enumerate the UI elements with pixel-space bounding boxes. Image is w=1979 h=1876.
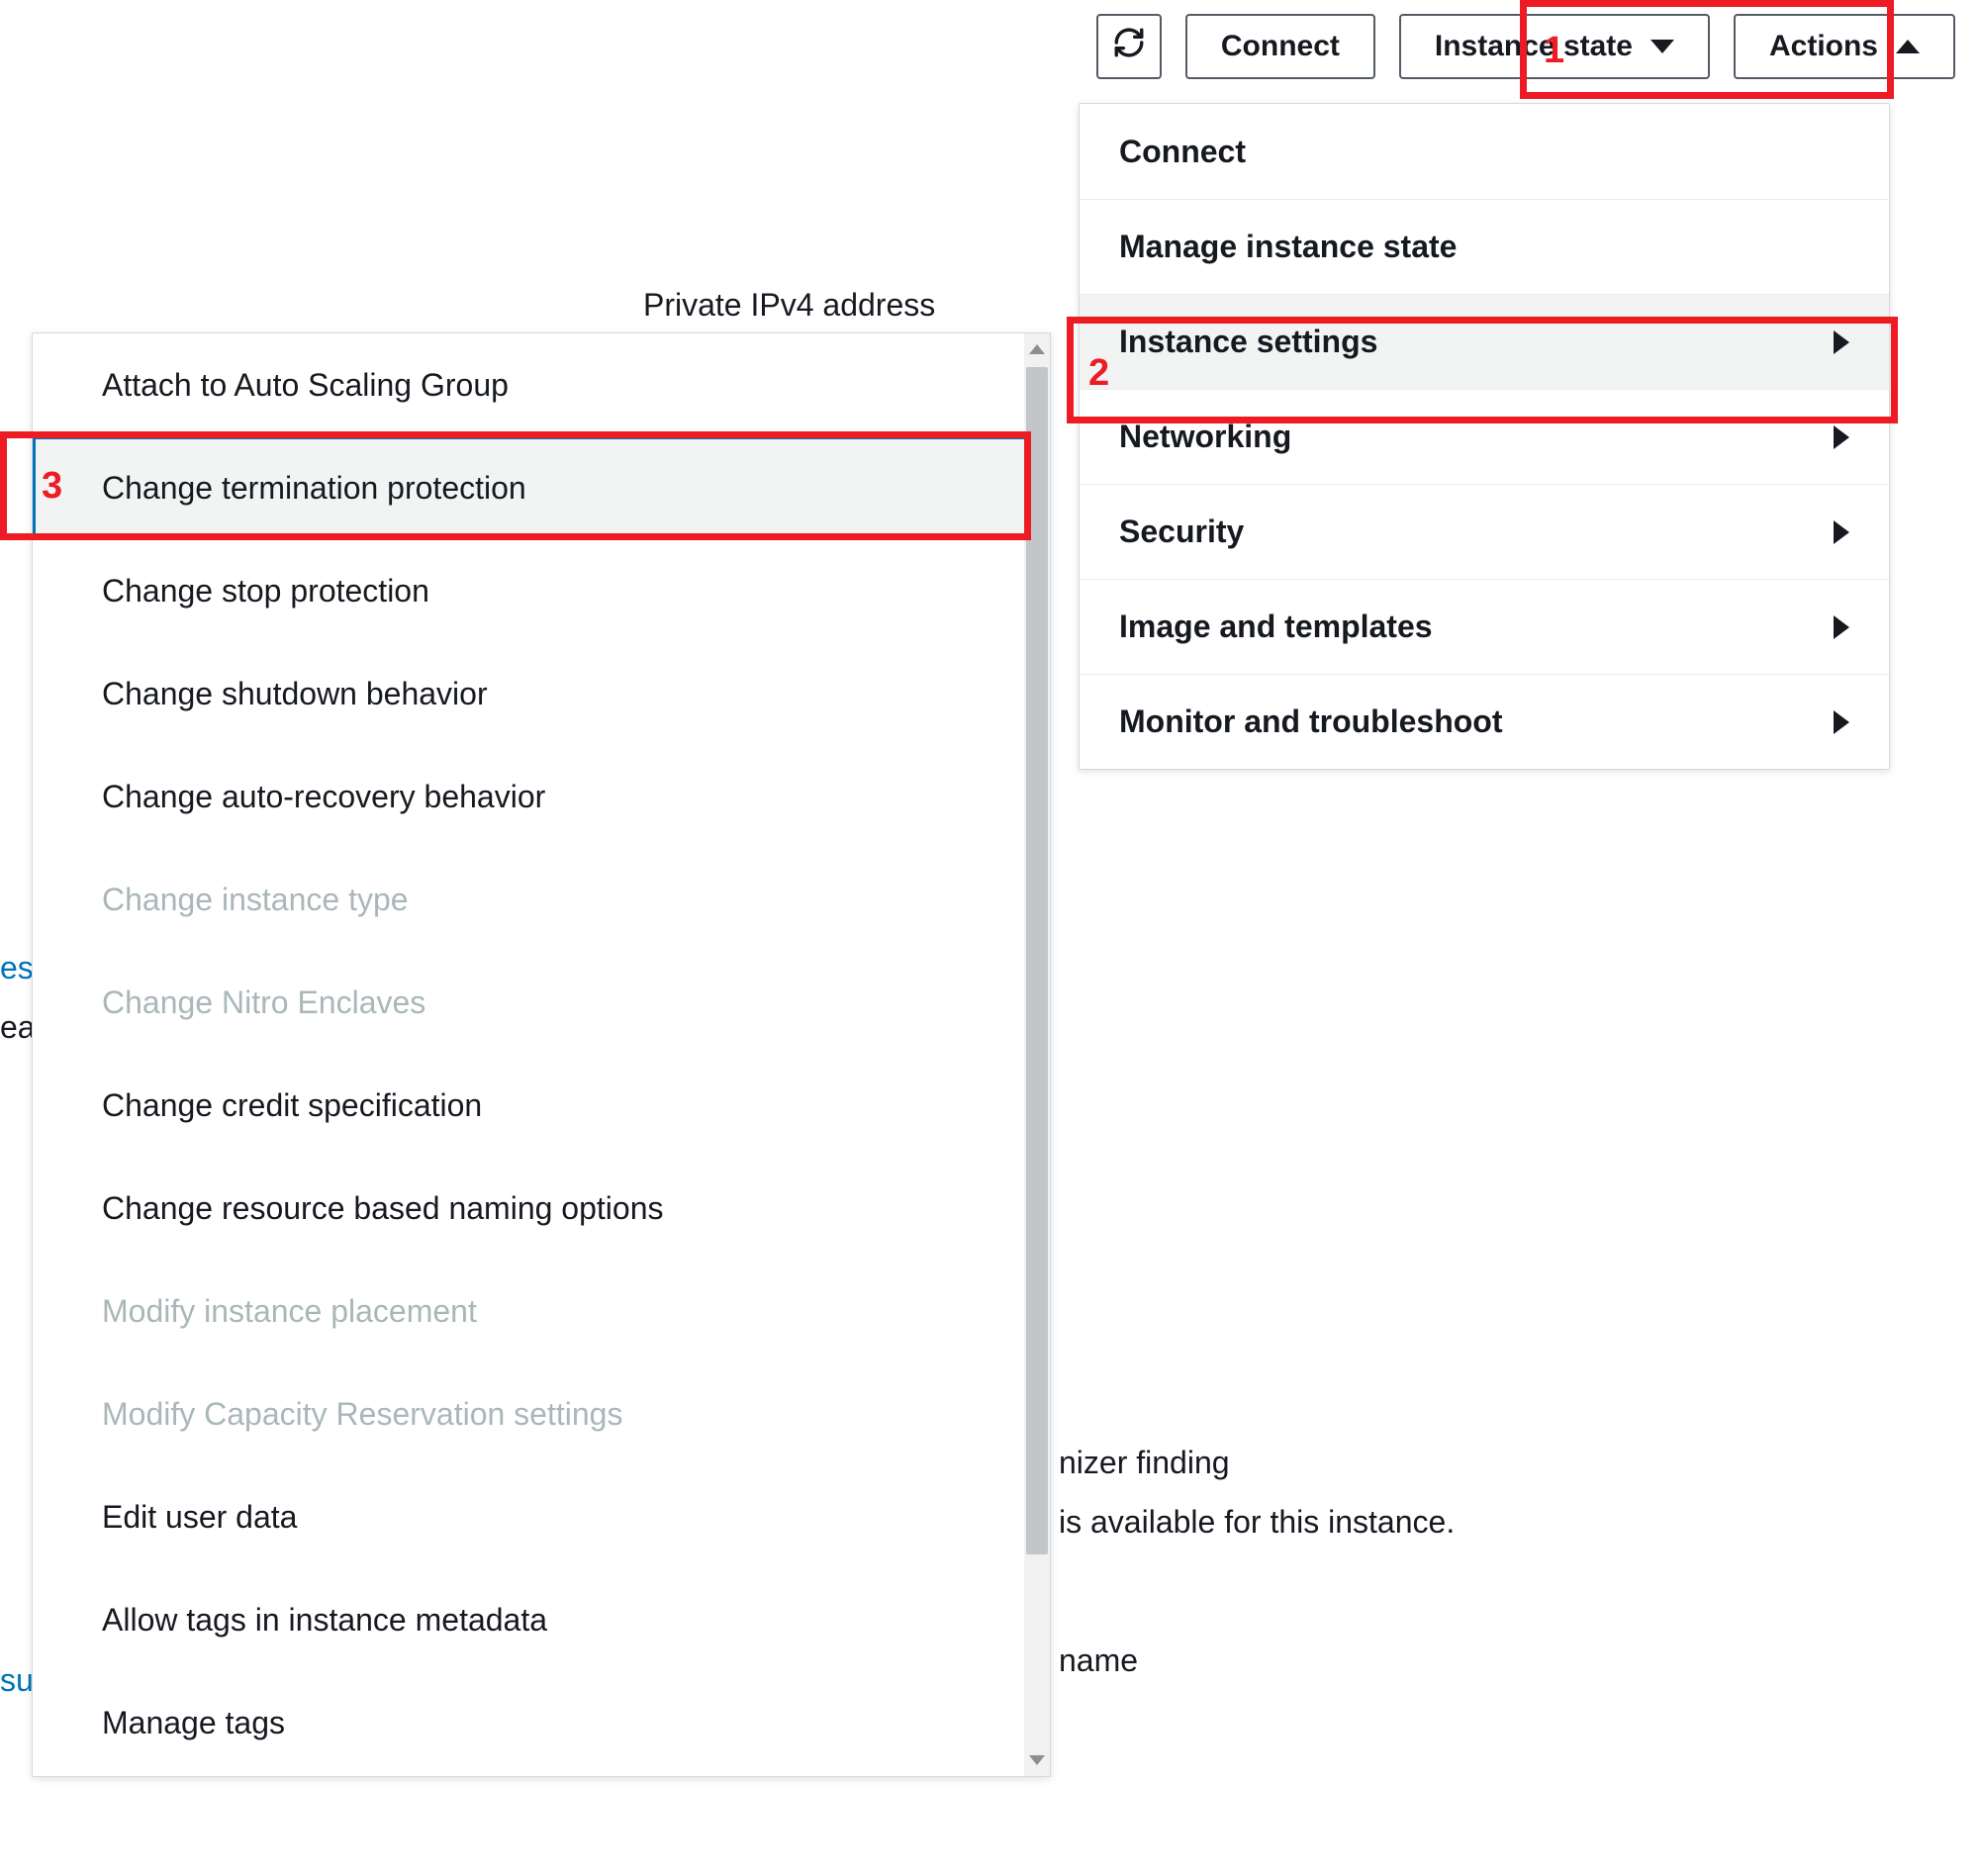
submenu-item-label: Change resource based naming options xyxy=(102,1190,663,1227)
submenu-item-change-credit-specification[interactable]: Change credit specification xyxy=(33,1054,1050,1157)
menu-item-label: Manage instance state xyxy=(1119,229,1457,265)
bg-fragment-es: es xyxy=(0,950,34,986)
menu-item-label: Security xyxy=(1119,514,1244,550)
chevron-right-icon xyxy=(1834,520,1849,544)
caret-down-icon xyxy=(1029,1755,1045,1765)
submenu-item-label: Attach to Auto Scaling Group xyxy=(102,367,509,404)
submenu-item-change-instance-type: Change instance type xyxy=(33,848,1050,951)
caret-up-icon xyxy=(1029,344,1045,354)
chevron-right-icon xyxy=(1834,615,1849,639)
submenu-item-label: Modify instance placement xyxy=(102,1293,477,1330)
submenu-item-manage-tags[interactable]: Manage tags xyxy=(33,1671,1050,1774)
bg-fragment-nizer: nizer finding xyxy=(1059,1445,1230,1481)
submenu-item-label: Manage tags xyxy=(102,1705,285,1741)
step-number-3: 3 xyxy=(42,465,62,508)
caret-up-icon xyxy=(1896,40,1920,53)
scroll-up-button[interactable] xyxy=(1024,333,1050,365)
step-number-1: 1 xyxy=(1544,30,1564,72)
submenu-item-label: Modify Capacity Reservation settings xyxy=(102,1396,622,1433)
menu-item-monitor-and-troubleshoot[interactable]: Monitor and troubleshoot xyxy=(1080,674,1889,769)
actions-button[interactable]: Actions xyxy=(1734,14,1955,79)
menu-item-networking[interactable]: Networking xyxy=(1080,389,1889,484)
chevron-right-icon xyxy=(1834,330,1849,354)
scroll-down-button[interactable] xyxy=(1024,1744,1050,1776)
scrollbar-thumb[interactable] xyxy=(1026,367,1048,1554)
menu-item-instance-settings[interactable]: Instance settings xyxy=(1080,294,1889,389)
actions-label: Actions xyxy=(1769,30,1878,63)
submenu-item-modify-instance-placement: Modify instance placement xyxy=(33,1260,1050,1362)
submenu-item-label: Change Nitro Enclaves xyxy=(102,985,425,1021)
submenu-item-label: Change stop protection xyxy=(102,573,429,610)
submenu-item-label: Edit user data xyxy=(102,1499,297,1536)
instance-state-label: Instance state xyxy=(1435,30,1633,63)
submenu-scrollbar[interactable] xyxy=(1024,333,1050,1776)
bg-fragment-name: name xyxy=(1059,1642,1138,1679)
bg-fragment-available: is available for this instance. xyxy=(1059,1504,1455,1541)
toolbar: Connect Instance state Actions xyxy=(1096,14,1955,79)
chevron-right-icon xyxy=(1834,425,1849,449)
connect-button-label: Connect xyxy=(1221,30,1340,63)
submenu-item-label: Allow tags in instance metadata xyxy=(102,1602,547,1639)
menu-item-label: Instance settings xyxy=(1119,324,1377,360)
step-number-2: 2 xyxy=(1088,352,1109,395)
submenu-item-edit-user-data[interactable]: Edit user data xyxy=(33,1465,1050,1568)
private-ipv4-label: Private IPv4 address xyxy=(643,287,935,324)
submenu-item-allow-tags-in-instance-metadata[interactable]: Allow tags in instance metadata xyxy=(33,1568,1050,1671)
refresh-icon xyxy=(1112,26,1146,67)
menu-item-image-and-templates[interactable]: Image and templates xyxy=(1080,579,1889,674)
menu-item-label: Connect xyxy=(1119,134,1246,170)
submenu-item-change-resource-based-naming[interactable]: Change resource based naming options xyxy=(33,1157,1050,1260)
chevron-right-icon xyxy=(1834,710,1849,734)
menu-item-label: Image and templates xyxy=(1119,609,1433,645)
submenu-item-modify-capacity-reservation: Modify Capacity Reservation settings xyxy=(33,1362,1050,1465)
submenu-item-label: Change shutdown behavior xyxy=(102,676,488,712)
caret-down-icon xyxy=(1650,40,1674,53)
submenu-item-change-nitro-enclaves: Change Nitro Enclaves xyxy=(33,951,1050,1054)
bg-fragment-ea: ea xyxy=(0,1009,36,1046)
submenu-item-change-auto-recovery-behavior[interactable]: Change auto-recovery behavior xyxy=(33,745,1050,848)
menu-item-label: Networking xyxy=(1119,419,1291,455)
menu-item-label: Monitor and troubleshoot xyxy=(1119,704,1503,740)
submenu-item-attach-to-asg[interactable]: Attach to Auto Scaling Group xyxy=(33,333,1050,436)
instance-settings-submenu: Attach to Auto Scaling Group Change term… xyxy=(32,332,1051,1777)
menu-item-security[interactable]: Security xyxy=(1080,484,1889,579)
refresh-button[interactable] xyxy=(1096,14,1162,79)
bg-fragment-su: su xyxy=(0,1662,34,1699)
submenu-item-label: Change instance type xyxy=(102,882,409,918)
actions-dropdown: Connect Manage instance state Instance s… xyxy=(1079,103,1890,770)
connect-button[interactable]: Connect xyxy=(1185,14,1375,79)
submenu-item-label: Change credit specification xyxy=(102,1087,482,1124)
submenu-item-change-stop-protection[interactable]: Change stop protection xyxy=(33,539,1050,642)
submenu-item-change-termination-protection[interactable]: Change termination protection xyxy=(33,436,1050,539)
menu-item-connect[interactable]: Connect xyxy=(1080,104,1889,199)
submenu-item-label: Change auto-recovery behavior xyxy=(102,779,545,815)
submenu-item-label: Change termination protection xyxy=(102,470,526,507)
menu-item-manage-instance-state[interactable]: Manage instance state xyxy=(1080,199,1889,294)
submenu-item-change-shutdown-behavior[interactable]: Change shutdown behavior xyxy=(33,642,1050,745)
